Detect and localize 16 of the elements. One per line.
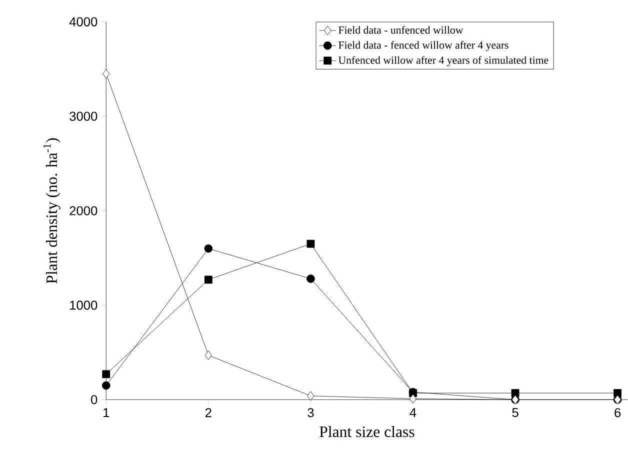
x-tick-label: 3 xyxy=(308,408,314,418)
legend-label: Unfenced willow after 4 years of simulated time xyxy=(338,56,548,66)
y-tick-label: 4000 xyxy=(69,17,98,26)
legend-label: Field data - unfenced willow xyxy=(338,26,464,34)
y-axis-title: Plant density (no. ha$^{-1}$) xyxy=(43,138,60,284)
y-tick-label: 3000 xyxy=(70,112,98,121)
x-tick-label: 6 xyxy=(614,408,621,418)
y-tick-label: 0 xyxy=(91,395,98,404)
legend-label: Field data - fenced willow after 4 years xyxy=(338,40,508,51)
x-tick-label: 2 xyxy=(205,408,212,418)
y-tick-label: 1000 xyxy=(70,300,98,310)
x-tick-label: 4 xyxy=(410,408,416,417)
x-axis-title: Plant size class xyxy=(320,426,414,438)
y-tick-label: 2000 xyxy=(70,206,98,216)
x-tick-label: 1 xyxy=(104,408,110,417)
x-tick-label: 5 xyxy=(512,408,518,418)
